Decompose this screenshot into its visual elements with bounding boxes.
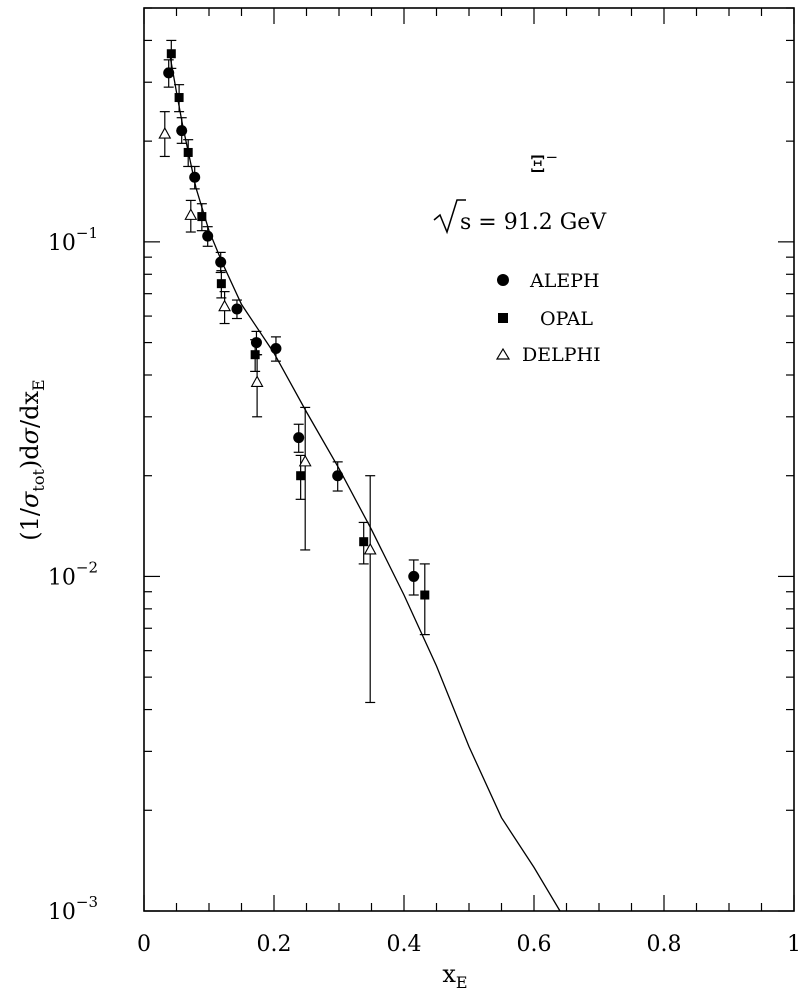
- data-point-delphi: [184, 208, 198, 220]
- data-point-opal: [296, 471, 306, 481]
- energy-label: s = 91.2 GeV: [433, 199, 607, 235]
- plot-frame: [143, 7, 795, 912]
- data-point-aleph: [408, 570, 420, 582]
- data-point-aleph: [202, 230, 214, 242]
- energy-text: s = 91.2 GeV: [460, 210, 607, 235]
- data-point-opal: [359, 537, 369, 547]
- x-tick-label: 0.4: [387, 932, 422, 957]
- data-point-opal: [197, 212, 207, 222]
- data-point-delphi: [363, 542, 377, 555]
- data-point-opal: [216, 279, 226, 289]
- x-tick-label: 0.2: [257, 932, 292, 957]
- legend-marker-aleph: [497, 274, 509, 286]
- legend-label-opal: OPAL: [540, 308, 593, 330]
- data-point-delphi: [250, 375, 264, 387]
- data-point-opal: [420, 590, 430, 600]
- y-tick-label: 10−2: [48, 558, 98, 590]
- data-markers: [158, 39, 430, 704]
- data-point-aleph: [293, 432, 305, 444]
- data-point-aleph: [189, 171, 201, 183]
- x-axis-title: xE: [442, 960, 467, 992]
- legend: ALEPH OPAL DELPHI: [495, 270, 601, 366]
- axis-ticks: [143, 7, 795, 912]
- axis-tick-labels: 0 0.2 0.4 0.6 0.8 1 10−3 10−2 10−1: [48, 224, 799, 957]
- data-point-aleph: [176, 125, 188, 137]
- y-axis-title: (1/σtot)dσ/dxE: [16, 379, 48, 540]
- data-point-opal: [183, 147, 193, 157]
- data-point-aleph: [250, 337, 262, 349]
- x-tick-label: 0.6: [517, 932, 552, 957]
- data-point-delphi: [298, 454, 312, 467]
- legend-marker-opal: [498, 313, 508, 323]
- legend-label-delphi: DELPHI: [522, 344, 601, 366]
- x-tick-label: 0: [137, 932, 151, 957]
- data-point-aleph: [231, 303, 243, 315]
- x-tick-label: 1: [787, 932, 799, 957]
- y-tick-label: 10−1: [48, 224, 98, 256]
- x-tick-label: 0.8: [647, 932, 682, 957]
- y-tick-label: 10−3: [48, 893, 98, 925]
- model-curve: [169, 55, 561, 912]
- legend-marker-delphi: [495, 347, 511, 360]
- data-point-opal: [174, 93, 184, 103]
- data-point-delphi: [218, 299, 232, 312]
- data-point-aleph: [270, 343, 282, 355]
- particle-label: Ξ−: [530, 148, 558, 178]
- data-point-delphi: [158, 126, 172, 139]
- sqrt-symbol: [433, 199, 466, 235]
- data-point-aleph: [215, 256, 227, 268]
- data-point-opal: [166, 49, 176, 59]
- legend-label-aleph: ALEPH: [529, 270, 600, 292]
- data-point-aleph: [163, 67, 175, 79]
- data-point-aleph: [332, 470, 344, 482]
